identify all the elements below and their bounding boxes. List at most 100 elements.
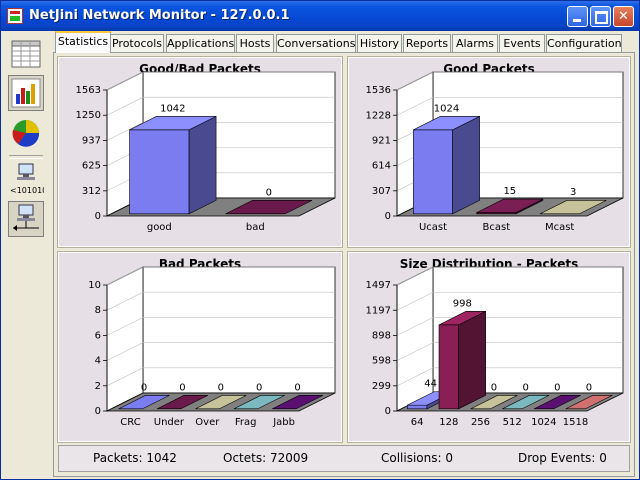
tab-configuration[interactable]: Configuration	[546, 34, 622, 52]
bar-bad: 0 bad	[225, 187, 313, 233]
x-tick-label: 64	[411, 417, 424, 428]
y-tick-label: 1563	[76, 85, 101, 96]
x-tick-label: good	[147, 222, 172, 233]
data-label: 3	[570, 187, 576, 198]
status-octets-label: Octets:	[223, 451, 267, 465]
grid-line	[106, 122, 335, 141]
status-bar: Packets: 1042 Octets: 72009 Collisions: …	[58, 445, 630, 472]
network-connect-icon	[13, 204, 39, 231]
x-tick-label: 512	[503, 417, 522, 428]
y-tick-label: 898	[372, 330, 391, 341]
grid-line	[106, 367, 335, 387]
data-label: 0	[218, 382, 224, 393]
y-tick-label: 1197	[366, 305, 391, 316]
tab-history[interactable]: History	[357, 34, 402, 52]
x-tick-label: 1024	[531, 417, 556, 428]
x-tick-label: Bcast	[483, 222, 511, 233]
grid-line	[396, 96, 623, 116]
y-tick-label: 312	[82, 186, 101, 197]
tab-applications[interactable]: Applications	[166, 34, 235, 52]
bar-top	[476, 198, 544, 213]
plot-area: 0 312 625 937 1250 1563 1042 good 0 bad	[76, 71, 336, 233]
data-label: 0	[586, 382, 592, 393]
bar-top	[233, 395, 285, 410]
bar-side	[458, 310, 486, 410]
traffic-view-button[interactable]: <101010	[8, 161, 47, 197]
status-collisions-label: Collisions:	[381, 451, 442, 465]
maximize-button[interactable]	[590, 6, 611, 27]
data-label: 0	[554, 382, 560, 393]
chart-panel-good-packets: Good Packets 0 307 614 921 1228 1536 1024 Ucast…	[347, 56, 631, 248]
table-view-button[interactable]	[8, 37, 44, 73]
status-packets-value: 1042	[146, 451, 177, 465]
status-collisions: Collisions: 0	[381, 451, 453, 465]
bar-top	[195, 395, 247, 410]
bar-side	[452, 115, 480, 215]
side-toolbar: <101010	[5, 33, 49, 477]
tab-bar: Statistics Protocols Applications Hosts …	[53, 31, 639, 53]
plot-area: 0 307 614 921 1228 1536 1024 Ucast 15 Bcast 3 Mcast	[366, 71, 624, 233]
x-tick-label: bad	[246, 222, 265, 233]
traffic-icon-label: <101010	[10, 186, 44, 195]
close-button[interactable]: ✕	[613, 6, 634, 27]
y-tick-label: 937	[82, 135, 101, 146]
tab-statistics[interactable]: Statistics	[55, 31, 111, 53]
status-octets: Octets: 72009	[223, 451, 308, 465]
grid-line	[396, 317, 623, 336]
status-drop-events-label: Drop Events:	[518, 451, 596, 465]
bar-chart-view-button[interactable]	[8, 75, 44, 111]
status-drop-events: Drop Events: 0	[518, 451, 607, 465]
bar-256: 0 256	[470, 382, 518, 428]
y-tick-label: 307	[372, 186, 391, 197]
bar-1518: 0 1518	[563, 382, 613, 428]
bar-under: 0 Under	[154, 382, 208, 428]
data-label: 998	[453, 298, 472, 309]
bar-128: 998 128	[438, 298, 486, 428]
data-label: 0	[266, 187, 272, 198]
grid-line	[106, 96, 335, 116]
tab-alarms[interactable]: Alarms	[452, 34, 498, 52]
y-tick-label: 614	[372, 161, 391, 172]
tab-conversations[interactable]: Conversations	[276, 34, 356, 52]
chart-panel-size-distribution: Size Distribution - Packets 0 299 598 898 11…	[347, 251, 631, 443]
data-label: 0	[522, 382, 528, 393]
tab-events[interactable]: Events	[499, 34, 545, 52]
grid-line	[106, 266, 335, 286]
statistics-content: Good/Bad Packets 0 312 625 937 1250 1563 1042 g…	[53, 52, 635, 477]
tab-reports[interactable]: Reports	[403, 34, 451, 52]
chart-good-bad: 0 312 625 937 1250 1563 1042 good 0 bad	[76, 71, 336, 233]
y-tick-label: 4	[95, 356, 101, 367]
chart-size-distribution: 0 299 598 898 1197 1497 44 64 998 128 0 256 0 512 0 102…	[366, 266, 624, 428]
bar-front	[407, 404, 428, 410]
grid-line	[396, 367, 623, 387]
grid-line	[396, 71, 623, 91]
tab-protocols[interactable]: Protocols	[110, 34, 164, 52]
bar-1024: 0 1024	[531, 382, 581, 428]
bar-top	[438, 311, 486, 326]
bar-mcast: 3 Mcast	[539, 187, 607, 233]
bar-ucast: 1024 Ucast	[413, 103, 480, 233]
connection-view-button[interactable]	[8, 201, 44, 237]
grid-line	[106, 342, 335, 361]
y-tick-label: 6	[95, 330, 101, 341]
data-label: 44	[424, 379, 437, 390]
y-tick-label: 0	[385, 211, 391, 222]
y-tick-label: 1536	[366, 85, 391, 96]
data-label: 0	[294, 382, 300, 393]
x-tick-label: 1518	[563, 417, 588, 428]
network-traffic-icon: <101010	[10, 163, 47, 195]
bar-crc: 0 CRC	[118, 382, 170, 428]
app-icon[interactable]	[7, 8, 23, 24]
tab-hosts[interactable]: Hosts	[236, 34, 274, 52]
grid-line	[396, 342, 623, 361]
bar-top	[413, 116, 480, 131]
bar-top	[225, 200, 313, 215]
minimize-button[interactable]	[567, 6, 588, 27]
x-tick-label: Frag	[235, 417, 257, 428]
data-label: 0	[491, 382, 497, 393]
title-bar[interactable]: NetJini Network Monitor - 127.0.0.1 ✕	[1, 1, 639, 31]
bar-top	[129, 116, 217, 131]
chart-panel-bad-packets: Bad Packets 0 2 4 6 8 10 0 CRC 0 Under 0 Over 0 Frag 0…	[57, 251, 343, 443]
pie-chart-view-button[interactable]	[8, 115, 44, 151]
data-label: 0	[141, 382, 147, 393]
